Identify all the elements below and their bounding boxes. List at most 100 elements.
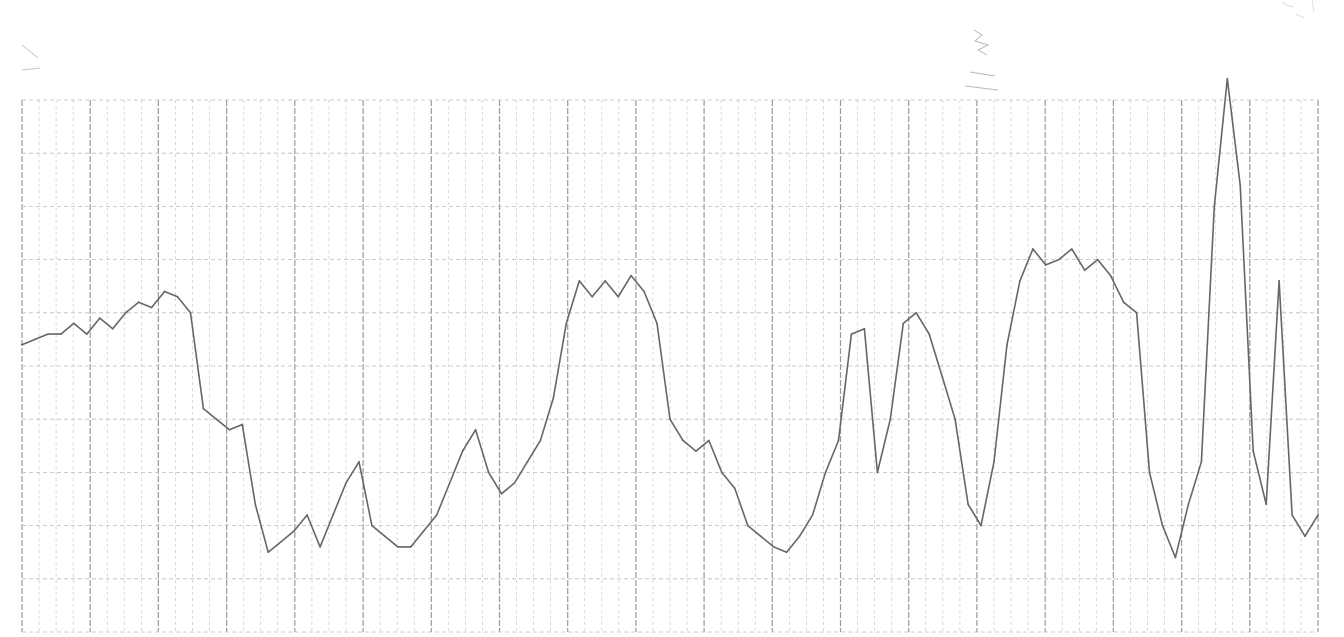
data-point bbox=[163, 290, 166, 293]
data-point bbox=[60, 333, 62, 335]
data-point bbox=[1304, 535, 1306, 538]
data-point bbox=[733, 487, 736, 490]
data-point bbox=[798, 535, 801, 538]
data-point bbox=[785, 551, 788, 554]
data-point bbox=[215, 418, 218, 421]
data-point bbox=[124, 311, 127, 314]
data-point bbox=[630, 274, 632, 277]
data-point bbox=[889, 418, 892, 421]
data-point bbox=[384, 535, 386, 538]
data-point bbox=[47, 333, 49, 335]
data-point bbox=[267, 551, 270, 554]
data-point bbox=[1265, 503, 1268, 506]
data-point bbox=[967, 503, 969, 506]
corner-mark-right bbox=[1281, 0, 1315, 19]
data-point bbox=[241, 423, 244, 426]
data-point bbox=[1096, 258, 1099, 261]
data-point bbox=[1135, 311, 1138, 314]
data-point bbox=[474, 428, 477, 431]
data-point bbox=[34, 338, 36, 341]
data-point bbox=[902, 322, 905, 325]
data-point bbox=[202, 407, 205, 410]
data-point bbox=[656, 322, 658, 325]
data-point bbox=[448, 482, 451, 484]
data-point bbox=[1317, 514, 1319, 516]
data-point bbox=[98, 317, 101, 319]
data-point bbox=[604, 280, 607, 282]
data-point bbox=[565, 322, 568, 325]
data-point bbox=[1032, 248, 1034, 250]
data-point bbox=[915, 311, 918, 314]
data-point bbox=[526, 460, 529, 463]
data-point bbox=[1109, 274, 1112, 277]
data-point bbox=[1174, 556, 1177, 559]
data-point bbox=[1006, 343, 1008, 346]
series-layer bbox=[21, 77, 1319, 559]
data-point bbox=[746, 524, 749, 527]
data-point bbox=[280, 540, 283, 543]
data-point bbox=[617, 295, 620, 298]
data-point bbox=[1019, 280, 1021, 282]
data-point bbox=[941, 375, 944, 378]
data-point bbox=[409, 546, 412, 548]
data-point bbox=[695, 450, 697, 452]
data-point bbox=[1122, 301, 1125, 304]
data-point bbox=[708, 439, 710, 442]
scan-marks bbox=[21, 0, 1315, 91]
data-point bbox=[578, 280, 581, 282]
data-point bbox=[1213, 205, 1216, 208]
data-point bbox=[643, 290, 645, 293]
data-point bbox=[371, 524, 373, 527]
data-point bbox=[954, 418, 956, 421]
data-point bbox=[189, 311, 192, 314]
data-point bbox=[345, 482, 347, 484]
data-point bbox=[500, 492, 503, 495]
data-point bbox=[85, 333, 88, 335]
data-point bbox=[358, 460, 360, 463]
data-point bbox=[332, 514, 334, 516]
data-point bbox=[396, 546, 399, 548]
data-point bbox=[1278, 280, 1280, 282]
data-point bbox=[772, 546, 775, 548]
data-point bbox=[72, 322, 75, 325]
data-point bbox=[1252, 450, 1255, 452]
data-point bbox=[254, 503, 257, 506]
data-point bbox=[928, 333, 931, 335]
data-point bbox=[863, 327, 866, 330]
grid bbox=[21, 99, 1319, 633]
data-point bbox=[1083, 269, 1086, 272]
data-point bbox=[1226, 77, 1229, 80]
data-point bbox=[1148, 471, 1151, 474]
data-point bbox=[720, 471, 723, 474]
data-point bbox=[1239, 184, 1242, 187]
data-point bbox=[539, 439, 542, 442]
data-point bbox=[137, 301, 140, 304]
data-point bbox=[422, 530, 425, 532]
data-point bbox=[669, 418, 671, 421]
data-point bbox=[682, 439, 684, 442]
data-point bbox=[1187, 503, 1190, 506]
data-point bbox=[176, 295, 179, 298]
data-point bbox=[993, 460, 995, 463]
data-point bbox=[435, 514, 438, 516]
data-point bbox=[1044, 264, 1047, 266]
data-point bbox=[293, 530, 296, 532]
data-point bbox=[1057, 258, 1060, 261]
data-point bbox=[552, 397, 555, 399]
data-point bbox=[876, 471, 879, 474]
data-point bbox=[1161, 524, 1164, 527]
data-point bbox=[319, 546, 321, 548]
data-point bbox=[1291, 514, 1293, 516]
data-point bbox=[487, 471, 490, 474]
data-point bbox=[1070, 248, 1073, 250]
data-point bbox=[228, 428, 231, 431]
data-point bbox=[513, 482, 516, 484]
data-point bbox=[1200, 460, 1203, 463]
data-point bbox=[306, 514, 308, 516]
data-point bbox=[837, 439, 840, 442]
data-point bbox=[111, 327, 114, 330]
data-point bbox=[850, 333, 853, 335]
